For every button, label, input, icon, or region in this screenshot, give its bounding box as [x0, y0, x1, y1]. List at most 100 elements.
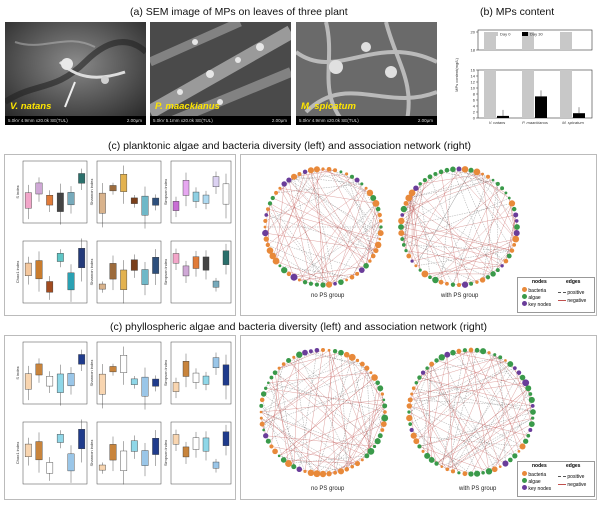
network-node	[364, 365, 370, 371]
network-node	[374, 241, 382, 249]
network-edge	[402, 183, 421, 240]
network-edge	[275, 171, 306, 194]
network-node	[380, 421, 387, 427]
box	[192, 372, 200, 383]
network-edge	[441, 417, 533, 467]
network-edge	[268, 382, 306, 472]
network-edge	[415, 170, 472, 266]
network-node	[413, 438, 420, 445]
network-edge	[426, 354, 448, 456]
network-edge	[452, 388, 529, 472]
network-edge	[274, 372, 378, 442]
network-node	[417, 375, 422, 380]
network-node	[267, 381, 270, 385]
network-edge	[269, 203, 306, 283]
network-edge	[452, 183, 498, 285]
network-node	[487, 351, 491, 355]
network-legend: nodes edges bacteria algae key nodes pos…	[517, 461, 595, 497]
network-edge	[329, 455, 367, 474]
network-edge	[408, 197, 454, 285]
network-edge	[482, 244, 515, 281]
network-node	[491, 178, 495, 182]
box	[130, 197, 138, 204]
network-node	[424, 452, 431, 459]
network-node	[265, 242, 271, 248]
network-node	[404, 248, 408, 253]
network-node	[259, 416, 263, 420]
network-node	[369, 371, 373, 375]
network-node	[327, 348, 331, 352]
network-node	[406, 414, 413, 422]
sem-image-v-natans: V. natans 5.0kV 4.9mm x20.0k SE(TUL) 2.0…	[5, 22, 146, 125]
network-node	[364, 186, 368, 190]
box	[35, 441, 43, 461]
network-node	[321, 348, 325, 352]
box	[67, 272, 75, 291]
network-node	[321, 167, 325, 171]
box	[172, 201, 180, 211]
bar-day30	[497, 115, 509, 118]
network-edge	[431, 364, 478, 474]
network-edge	[265, 169, 330, 234]
box	[98, 464, 106, 471]
network-edge	[405, 170, 448, 204]
network-node	[462, 348, 468, 353]
network-node	[504, 359, 507, 362]
bar-day0-upper	[560, 32, 572, 50]
legend-swatch-day30	[522, 32, 528, 36]
network-node	[526, 433, 531, 438]
network-edge	[402, 214, 516, 240]
y-tick-label: 8	[473, 92, 476, 97]
network-node	[445, 467, 450, 472]
network-node	[264, 386, 268, 390]
y-tick-label: 10	[471, 86, 476, 91]
network-edge	[279, 352, 342, 369]
network-edge	[299, 203, 377, 281]
network-edge	[261, 405, 318, 474]
network-edge	[293, 220, 381, 278]
sem-scale: 2.00μm	[417, 118, 433, 123]
network-node	[382, 403, 388, 409]
network-edge	[419, 349, 472, 378]
network-node	[262, 428, 266, 432]
network-edge	[447, 368, 515, 470]
subplot-frame	[170, 160, 232, 224]
network-edge	[405, 203, 478, 283]
network-edge	[403, 197, 510, 246]
network-node	[432, 276, 439, 284]
network-node	[371, 374, 378, 381]
network-node	[462, 471, 468, 477]
network-edge	[441, 350, 466, 467]
network-edge	[494, 354, 533, 407]
network-edge	[263, 364, 284, 431]
network-node	[490, 271, 496, 277]
network-node	[418, 268, 422, 272]
network-edge	[413, 388, 534, 413]
box	[56, 192, 64, 212]
network-node	[512, 235, 520, 243]
network-node	[381, 414, 389, 422]
subplot-frame	[22, 160, 88, 224]
legend-bacteria: bacteria	[522, 287, 546, 294]
x-tick-label: V. natans	[489, 120, 506, 125]
network-edge	[420, 183, 431, 278]
network-node	[281, 181, 287, 187]
network-edge	[293, 265, 367, 278]
network-edge	[261, 417, 342, 472]
network-node	[522, 379, 530, 387]
box	[130, 440, 138, 452]
box	[182, 180, 190, 196]
sem-scale: 2.00μm	[271, 118, 287, 123]
network-edge	[365, 209, 379, 266]
network-edge	[279, 188, 377, 251]
network-edge	[279, 377, 375, 456]
network-edge	[366, 382, 378, 456]
network-node	[344, 466, 350, 472]
network-edge	[411, 188, 503, 262]
box	[152, 378, 160, 387]
network-edge	[422, 364, 432, 452]
network-edge	[426, 364, 432, 456]
subplot-ylabel: Shannon index	[89, 179, 94, 206]
network-edge	[409, 405, 515, 456]
axis-frame-upper	[477, 29, 593, 51]
